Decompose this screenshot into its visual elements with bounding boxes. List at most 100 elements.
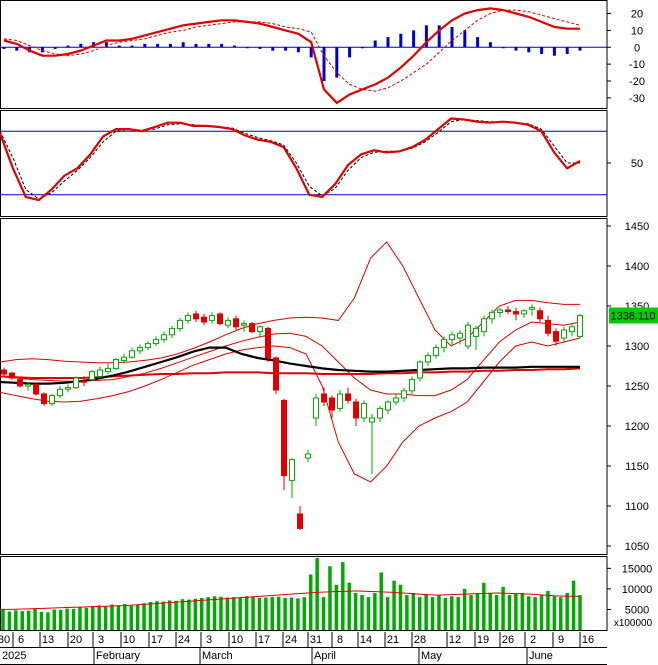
- macd-histogram-bar: [194, 43, 198, 48]
- candle-body: [281, 399, 287, 477]
- macd-histogram-bar: [450, 27, 454, 48]
- date-tick-label: 24: [285, 634, 297, 646]
- price-tick-label: 1400: [625, 261, 649, 273]
- candle-body: [265, 327, 271, 359]
- macd-histogram-bar: [271, 47, 275, 51]
- volume-bar: [39, 611, 44, 630]
- volume-bar: [366, 597, 371, 630]
- candle-body: [577, 315, 583, 337]
- ma-200-line: [0, 367, 581, 379]
- candle-body: [201, 316, 207, 323]
- volume-bar: [276, 596, 281, 630]
- candle-body: [65, 387, 71, 390]
- volume-bar: [7, 611, 12, 630]
- candle-body: [249, 323, 255, 333]
- volume-bar: [373, 593, 377, 630]
- volume-bar: [187, 599, 191, 630]
- macd-histogram-bar: [552, 47, 556, 56]
- macd-tick-label: 20: [631, 9, 643, 21]
- ma-long-line: [0, 346, 580, 385]
- price-tick-label: 1250: [625, 381, 649, 393]
- volume-average-line: [0, 590, 580, 610]
- volume-bar: [14, 610, 18, 630]
- date-tick-label: 16: [582, 634, 594, 646]
- volume-bar: [578, 595, 582, 630]
- month-label: 2025: [2, 650, 26, 662]
- date-tick-label: 3: [98, 634, 104, 646]
- volume-bar: [244, 596, 249, 630]
- volume-bar: [238, 597, 242, 630]
- volume-bar: [469, 595, 473, 630]
- date-tick-label: 3: [206, 634, 212, 646]
- volume-bar: [289, 597, 294, 630]
- macd-histogram-bar: [130, 45, 134, 48]
- volume-bar: [443, 597, 448, 630]
- date-tick-label: 12: [449, 634, 461, 646]
- candle-body: [321, 393, 327, 403]
- date-tick-label: 21: [387, 634, 399, 646]
- candle-body: [441, 339, 447, 349]
- volume-bar: [482, 582, 486, 630]
- candle-body: [161, 334, 167, 341]
- macd-histogram-bar: [309, 47, 313, 58]
- volume-bar: [161, 601, 166, 630]
- macd-histogram-bar: [207, 43, 211, 48]
- macd-signal-line: [3, 9, 581, 92]
- candle-body: [433, 347, 439, 357]
- candle-body: [489, 311, 495, 320]
- macd-histogram-bar: [79, 43, 83, 48]
- macd-histogram-bar: [168, 43, 172, 48]
- stochastic-k-line: [0, 117, 581, 202]
- candle-body: [17, 379, 23, 387]
- price-tick-label: 1050: [625, 541, 649, 553]
- volume-bar: [347, 582, 351, 630]
- volume-bar: [559, 597, 563, 630]
- candle-body: [305, 453, 311, 459]
- macd-histogram-bar: [245, 47, 249, 49]
- candle-body: [185, 315, 191, 321]
- volume-bar: [514, 593, 518, 630]
- date-tick-label: 28: [414, 634, 426, 646]
- candle-body: [377, 407, 383, 419]
- last-price-label: 1338.110: [610, 311, 655, 323]
- macd-histogram-bar: [53, 47, 57, 49]
- month-label: February: [96, 650, 141, 662]
- macd-histogram-bar: [258, 47, 262, 49]
- volume-bar: [321, 597, 326, 630]
- volume-bar: [328, 566, 332, 630]
- candle-body: [193, 313, 199, 320]
- candle-body: [33, 383, 39, 395]
- candle-body: [313, 397, 319, 419]
- volume-bar: [103, 606, 108, 630]
- candle-body: [105, 367, 111, 373]
- volume-bar: [84, 607, 89, 630]
- volume-bar: [232, 597, 236, 630]
- macd-tick-label: -20: [629, 76, 645, 88]
- volume-bar: [302, 597, 307, 630]
- volume-bar: [385, 597, 390, 630]
- volume-bar: [353, 593, 358, 630]
- volume-bar: [571, 580, 576, 630]
- macd-histogram-bar: [373, 40, 377, 48]
- volume-bar: [251, 597, 255, 630]
- candle-body: [345, 393, 351, 401]
- candle-body: [473, 327, 479, 337]
- macd-histogram-bar: [578, 47, 582, 51]
- candle-body: [217, 313, 223, 325]
- candle-body: [81, 380, 87, 383]
- candle-body: [145, 343, 151, 349]
- volume-bar: [405, 595, 409, 630]
- volume-bar: [1, 609, 5, 630]
- volume-bar: [456, 597, 460, 630]
- candle-body: [465, 324, 471, 347]
- macd-histogram-bar: [386, 37, 390, 48]
- candle-body: [369, 417, 375, 423]
- volume-unit-label: x100000: [614, 618, 653, 629]
- volume-bar: [78, 606, 82, 630]
- volume-bar: [520, 593, 525, 630]
- candle-body: [409, 379, 415, 392]
- month-label: May: [421, 650, 442, 662]
- date-tick-label: 26: [502, 634, 514, 646]
- candle-body: [569, 326, 575, 333]
- volume-bar: [437, 595, 441, 630]
